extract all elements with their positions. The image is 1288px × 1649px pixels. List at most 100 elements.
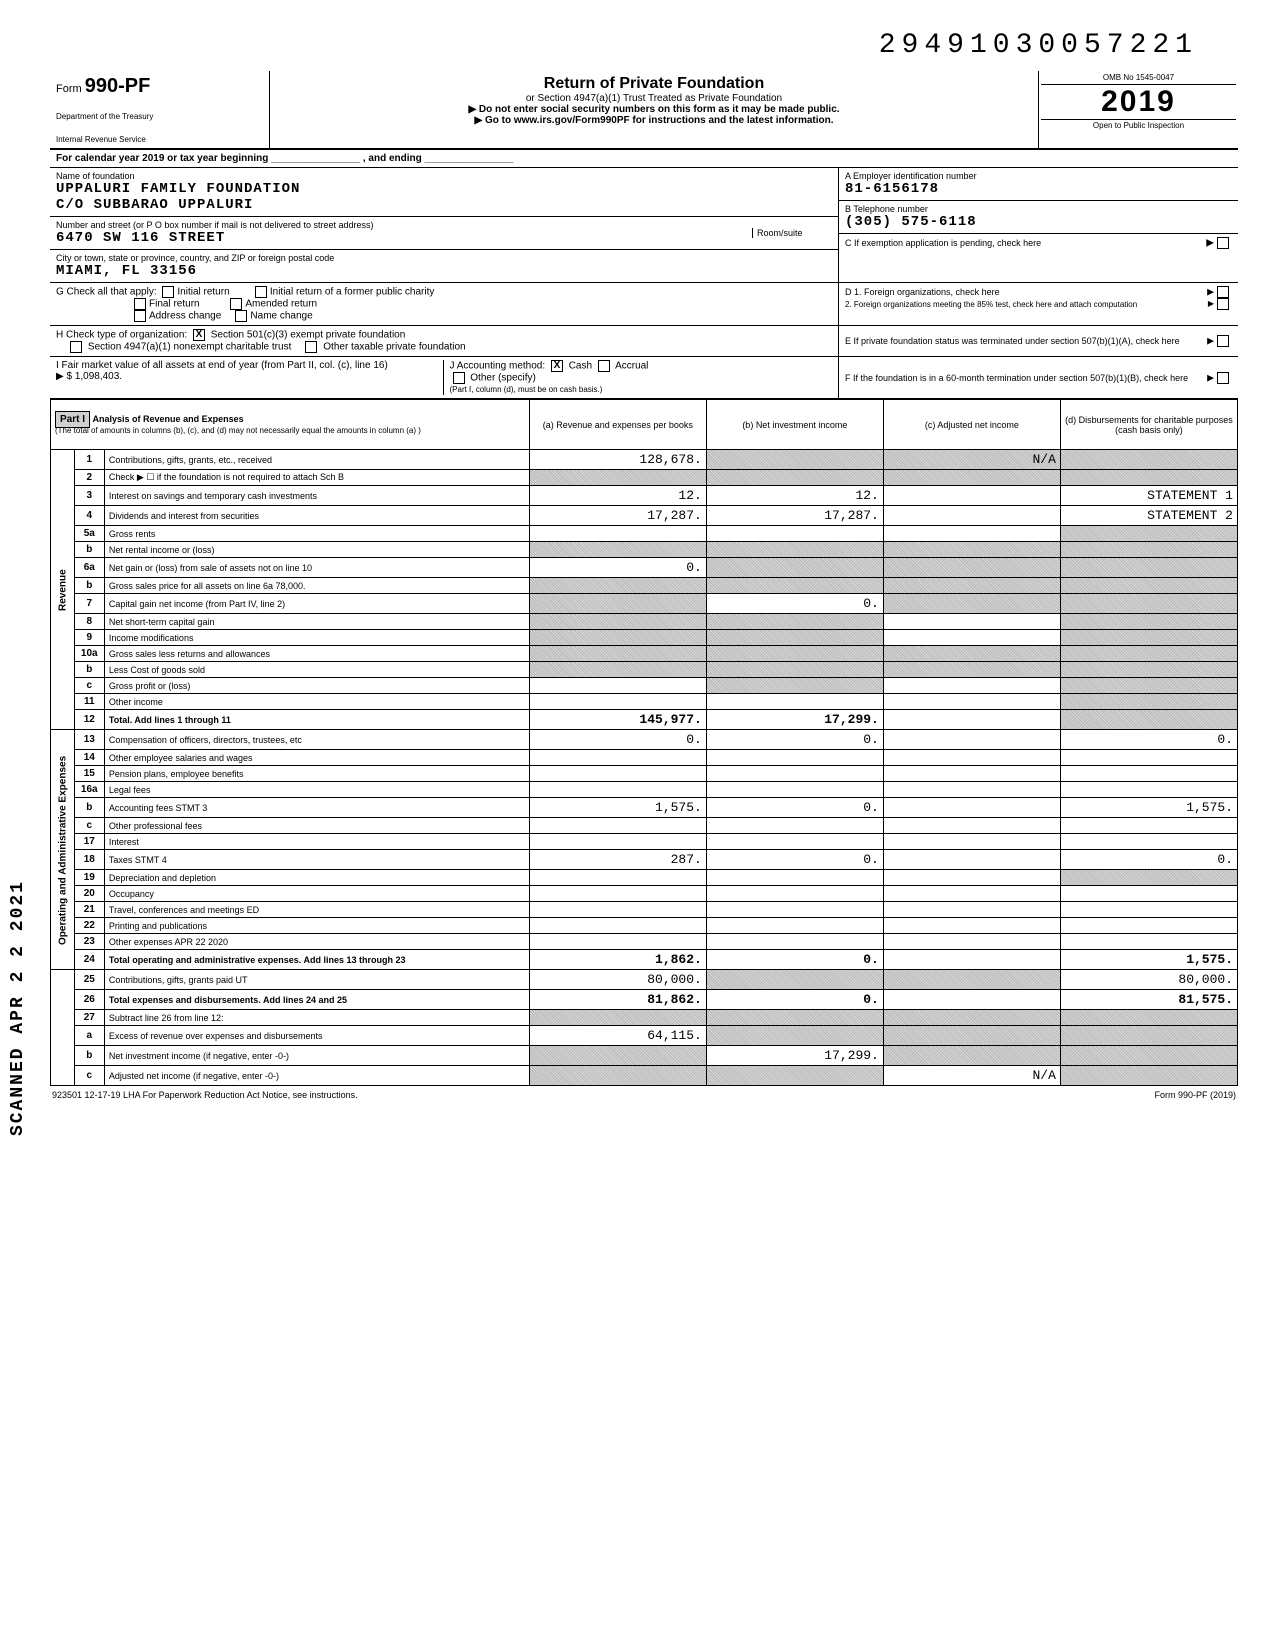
cell <box>529 542 706 558</box>
entity-grid: Name of foundation UPPALURI FAMILY FOUND… <box>50 168 1238 283</box>
tax-year: 2019 <box>1041 85 1236 119</box>
row-num: 11 <box>74 694 104 710</box>
row-num: 21 <box>74 902 104 918</box>
g-final-return-checkbox[interactable] <box>134 298 146 310</box>
j-label: J Accounting method: <box>450 361 546 372</box>
row-num: 2 <box>74 470 104 486</box>
j-accrual-checkbox[interactable] <box>598 360 610 372</box>
j-cash-checkbox[interactable]: X <box>551 360 563 372</box>
h-other-checkbox[interactable] <box>305 341 317 353</box>
box-d2-checkbox[interactable] <box>1217 298 1229 310</box>
cell <box>706 470 883 486</box>
cell: 0. <box>529 730 706 750</box>
cell <box>1060 818 1237 834</box>
form-prefix: Form <box>56 83 82 95</box>
box-c-checkbox[interactable] <box>1217 237 1229 249</box>
j-other-checkbox[interactable] <box>453 372 465 384</box>
g-initial-charity-checkbox[interactable] <box>255 286 267 298</box>
g-initial-return-checkbox[interactable] <box>162 286 174 298</box>
cell: N/A <box>883 1066 1060 1086</box>
row-label: Other employee salaries and wages <box>104 750 529 766</box>
row-label: Other income <box>104 694 529 710</box>
cell <box>1060 834 1237 850</box>
table-row: cGross profit or (loss) <box>51 678 1238 694</box>
cell <box>883 834 1060 850</box>
row-label: Pension plans, employee benefits <box>104 766 529 782</box>
cell <box>1060 1010 1237 1026</box>
row-label: Net investment income (if negative, ente… <box>104 1046 529 1066</box>
cell <box>883 950 1060 970</box>
j-accrual: Accrual <box>615 361 648 372</box>
cell <box>1060 614 1237 630</box>
form-warning-2: ▶ Go to www.irs.gov/Form990PF for instru… <box>276 115 1032 126</box>
row-num: 14 <box>74 750 104 766</box>
revenue-side-label: Revenue <box>51 450 75 730</box>
table-row: 2Check ▶ ☐ if the foundation is not requ… <box>51 470 1238 486</box>
footer: 923501 12-17-19 LHA For Paperwork Reduct… <box>50 1086 1238 1104</box>
cell <box>706 662 883 678</box>
row-num: 26 <box>74 990 104 1010</box>
row-num: b <box>74 542 104 558</box>
table-row: Revenue 1Contributions, gifts, grants, e… <box>51 450 1238 470</box>
row-label: Total operating and administrative expen… <box>104 950 529 970</box>
cell <box>706 870 883 886</box>
g-name-change-checkbox[interactable] <box>235 310 247 322</box>
h-4947-checkbox[interactable] <box>70 341 82 353</box>
cell <box>529 678 706 694</box>
row-label: Other professional fees <box>104 818 529 834</box>
cell <box>1060 1026 1237 1046</box>
row-label: Depreciation and depletion <box>104 870 529 886</box>
table-row: 20Occupancy <box>51 886 1238 902</box>
cell <box>529 594 706 614</box>
box-d1-checkbox[interactable] <box>1217 286 1229 298</box>
g-address-change-checkbox[interactable] <box>134 310 146 322</box>
cell <box>883 782 1060 798</box>
cell: 0. <box>706 990 883 1010</box>
g-amended-checkbox[interactable] <box>230 298 242 310</box>
cell: 0. <box>706 950 883 970</box>
cell <box>1060 678 1237 694</box>
cell <box>706 766 883 782</box>
cell <box>706 558 883 578</box>
cell <box>883 886 1060 902</box>
table-row: 22Printing and publications <box>51 918 1238 934</box>
cell <box>706 918 883 934</box>
box-b-label: B Telephone number <box>845 204 1232 214</box>
cell <box>1060 1066 1237 1086</box>
table-row: cOther professional fees <box>51 818 1238 834</box>
box-f-checkbox[interactable] <box>1217 372 1229 384</box>
cell <box>529 782 706 798</box>
row-ij-f: I Fair market value of all assets at end… <box>50 357 1238 399</box>
table-row: 21Travel, conferences and meetings ED <box>51 902 1238 918</box>
box-e-checkbox[interactable] <box>1217 335 1229 347</box>
cell <box>706 630 883 646</box>
g-opt-1: Final return <box>149 299 200 310</box>
cell <box>529 646 706 662</box>
h-501c3-checkbox[interactable]: X <box>193 329 205 341</box>
cell <box>883 614 1060 630</box>
table-row: bNet rental income or (loss) <box>51 542 1238 558</box>
row-num: 15 <box>74 766 104 782</box>
table-row: 27Subtract line 26 from line 12: <box>51 1010 1238 1026</box>
cell <box>529 750 706 766</box>
cell: 80,000. <box>1060 970 1237 990</box>
row-label: Total expenses and disbursements. Add li… <box>104 990 529 1010</box>
row-num: 10a <box>74 646 104 662</box>
row-num: 7 <box>74 594 104 614</box>
table-row: 23Other expenses APR 22 2020 <box>51 934 1238 950</box>
cell: 0. <box>706 730 883 750</box>
cell: 1,575. <box>529 798 706 818</box>
row-num: 27 <box>74 1010 104 1026</box>
g-opt-3: Initial return of a former public charit… <box>270 287 435 298</box>
row-label: Capital gain net income (from Part IV, l… <box>104 594 529 614</box>
part1-tag: Part I <box>60 414 85 425</box>
cell <box>883 710 1060 730</box>
foundation-name-2: C/O SUBBARAO UPPALURI <box>56 197 832 213</box>
cell <box>883 870 1060 886</box>
cell <box>883 630 1060 646</box>
scanned-stamp: SCANNED APR 2 2 2021 <box>8 880 28 1136</box>
row-num: 12 <box>74 710 104 730</box>
cell: 12. <box>529 486 706 506</box>
row-num: 22 <box>74 918 104 934</box>
cell: 17,299. <box>706 710 883 730</box>
